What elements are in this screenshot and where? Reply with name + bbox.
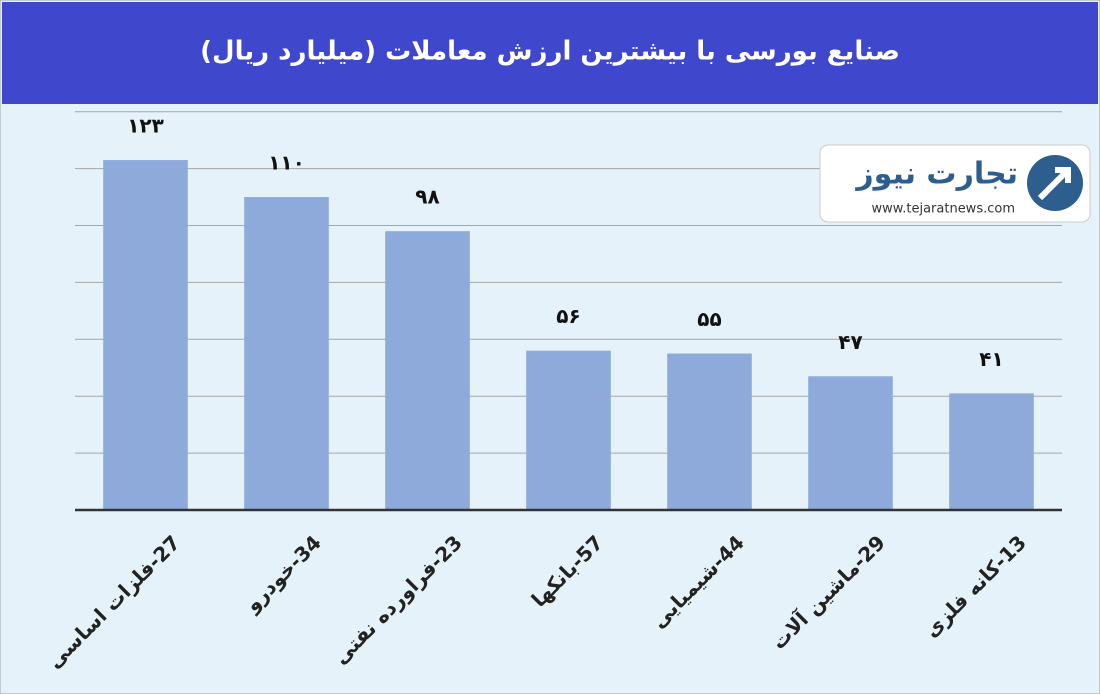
value-label: ۴۱ xyxy=(979,347,1003,371)
bar xyxy=(103,160,188,510)
bar xyxy=(808,376,893,510)
logo-arrow xyxy=(1037,167,1071,201)
value-label: ۴۷ xyxy=(838,330,862,354)
value-label: ۱۲۳ xyxy=(127,114,164,138)
value-label: ۹۸ xyxy=(415,185,439,209)
logo-name: تجارت نیوز xyxy=(854,157,1018,192)
title-banner xyxy=(2,2,1098,104)
bar xyxy=(526,350,611,510)
value-label: ۵۶ xyxy=(556,304,580,328)
bar xyxy=(667,353,752,510)
chart-title: صنایع بورسی با بیشترین ارزش معاملات (میل… xyxy=(200,37,900,67)
value-label: ۵۵ xyxy=(697,307,721,331)
bar xyxy=(949,393,1034,510)
value-label: ۱۱۰ xyxy=(268,151,305,175)
logo-url: www.tejaratnews.com xyxy=(872,202,1015,217)
logo-box xyxy=(819,144,1091,223)
bar xyxy=(244,197,329,511)
bar xyxy=(385,231,470,510)
